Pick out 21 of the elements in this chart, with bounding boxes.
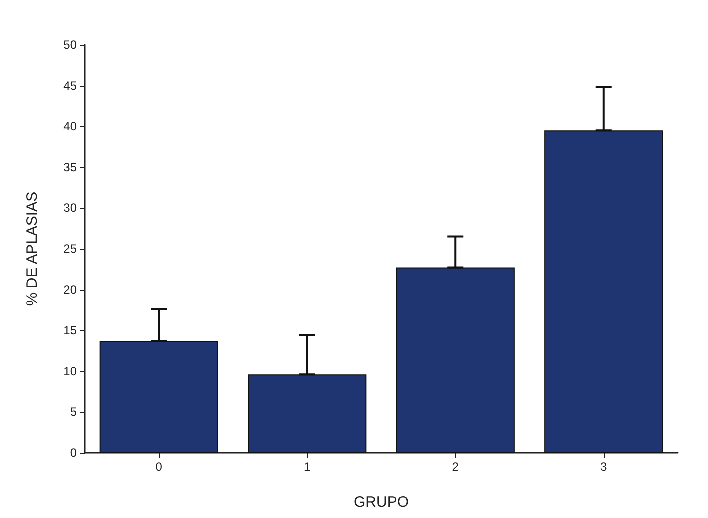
y-tick-label: 35 xyxy=(64,160,78,174)
x-tick-label: 0 xyxy=(156,460,163,474)
y-tick-label: 50 xyxy=(64,38,78,52)
bar xyxy=(100,341,218,453)
x-tick-label: 2 xyxy=(452,460,460,474)
x-tick-label: 3 xyxy=(600,460,608,474)
x-tick-label: 1 xyxy=(304,460,312,474)
y-tick-label: 30 xyxy=(64,201,78,216)
y-tick-label: 40 xyxy=(64,120,78,134)
y-tick-label: 45 xyxy=(64,78,78,93)
y-tick-label: 0 xyxy=(70,446,78,460)
bar xyxy=(396,268,515,453)
bar xyxy=(248,374,367,453)
y-tick-label: 10 xyxy=(64,364,78,378)
y-tick-label: 5 xyxy=(70,405,78,420)
x-axis-title: GRUPO xyxy=(354,494,410,511)
y-tick-label: 15 xyxy=(64,324,78,338)
y-axis-title: % DE APLASIAS xyxy=(24,192,41,306)
bar xyxy=(544,130,664,453)
y-tick-label: 20 xyxy=(64,282,78,297)
y-tick-label: 25 xyxy=(64,242,78,256)
